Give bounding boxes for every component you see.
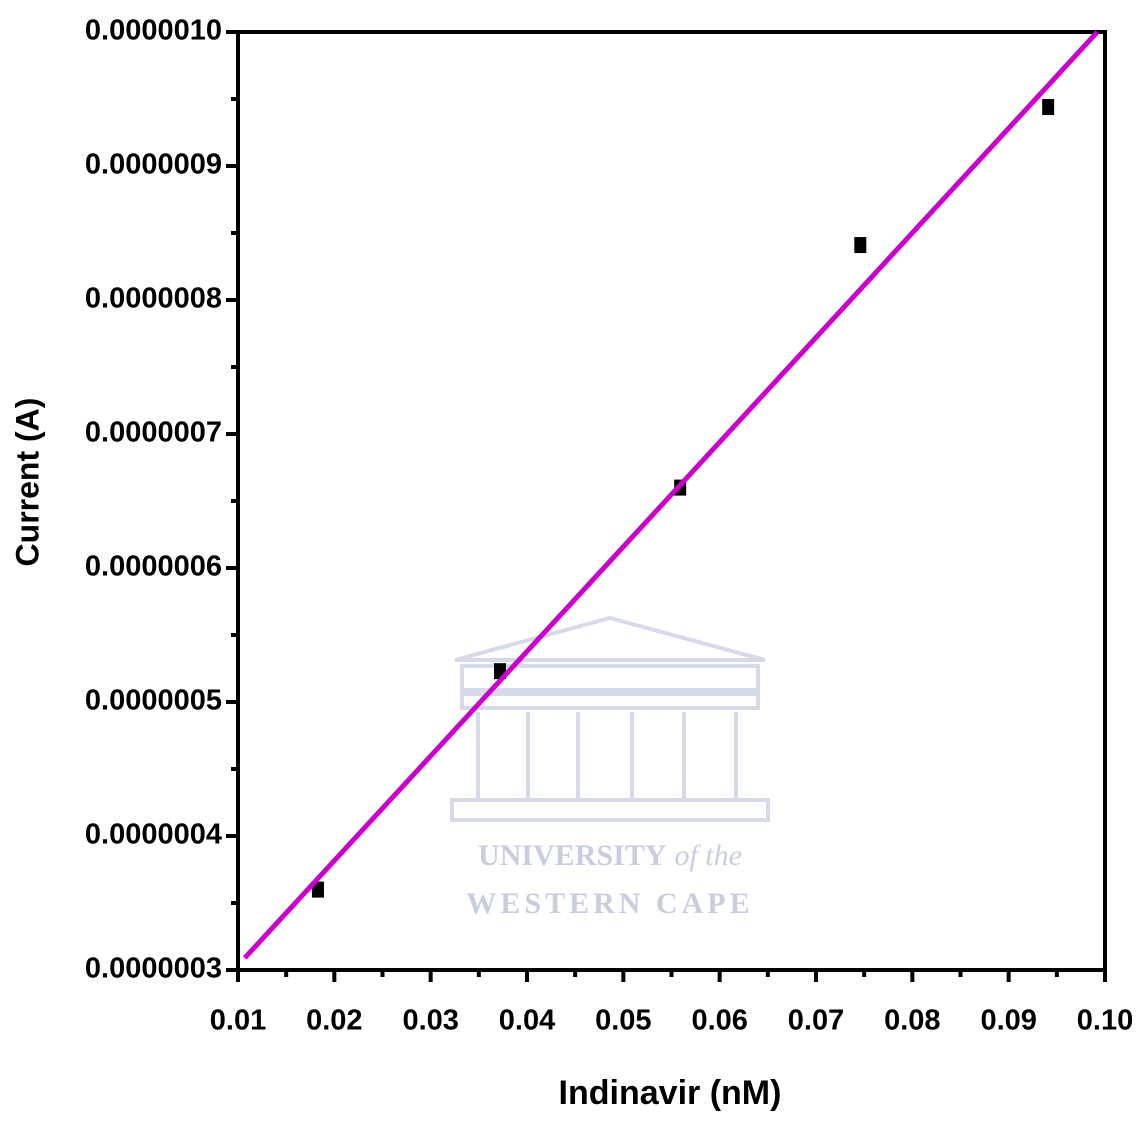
watermark-building — [452, 618, 768, 820]
x-tick-label: 0.02 — [306, 1005, 362, 1037]
watermark-word: of the — [674, 839, 742, 872]
watermark-text: WESTERN CAPE — [466, 887, 753, 920]
x-tick-label: 0.03 — [402, 1005, 458, 1037]
y-tick-label: 0.0000005 — [85, 685, 222, 717]
x-tick-label: 0.01 — [210, 1005, 266, 1037]
x-tick-label: 0.10 — [1077, 1005, 1133, 1037]
watermark-word: UNIVERSITY — [478, 839, 667, 872]
page: {"chart_data": {"type": "scatter", "x_la… — [0, 0, 1140, 1127]
chart: UNIVERSITYof the WESTERN CAPE Indinavir … — [0, 0, 1140, 1122]
x-tick-label: 0.08 — [884, 1005, 940, 1037]
x-axis-title: Indinavir (nM) — [559, 1074, 782, 1112]
y-tick-label: 0.0000008 — [85, 283, 222, 315]
data-point — [1042, 99, 1054, 115]
x-tick-label: 0.07 — [788, 1005, 844, 1037]
y-tick-label: 0.0000006 — [85, 551, 222, 583]
y-tick-label: 0.0000003 — [85, 953, 222, 985]
y-axis-title: Current (A) — [9, 398, 45, 567]
y-tick-label: 0.0000010 — [85, 15, 222, 47]
y-tick-label: 0.0000009 — [85, 149, 222, 181]
x-tick-label: 0.04 — [499, 1005, 555, 1037]
y-tick-label: 0.0000007 — [85, 417, 222, 449]
x-tick-label: 0.05 — [595, 1005, 651, 1037]
x-tick-label: 0.06 — [691, 1005, 747, 1037]
plot-frame — [238, 32, 1105, 970]
data-point — [854, 237, 866, 253]
x-tick-label: 0.09 — [980, 1005, 1036, 1037]
y-tick-label: 0.0000004 — [85, 819, 222, 851]
